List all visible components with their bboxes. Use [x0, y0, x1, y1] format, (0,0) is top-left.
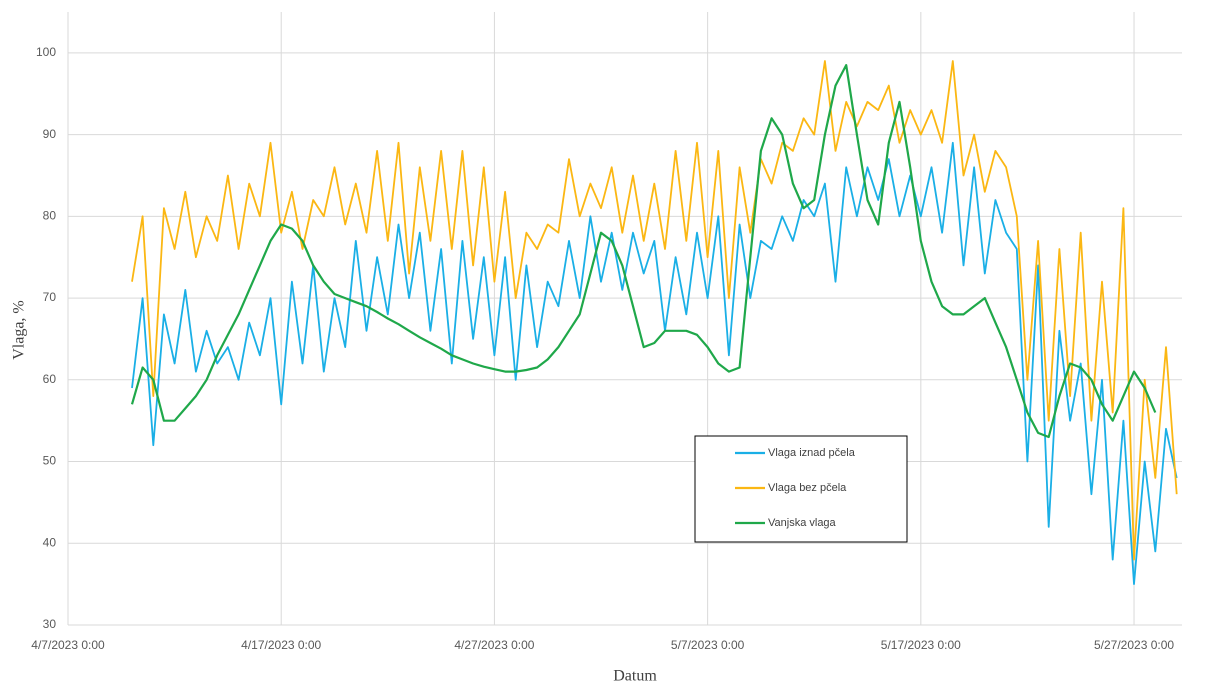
- series-line: [130, 63, 1157, 439]
- x-tick-label: 5/17/2023 0:00: [881, 638, 961, 652]
- y-tick-label: 90: [43, 127, 57, 141]
- legend-label: Vlaga iznad pčela: [768, 447, 856, 459]
- y-tick-label: 50: [43, 454, 57, 468]
- y-tick-label: 60: [43, 372, 57, 386]
- y-tick-label: 30: [43, 617, 57, 631]
- legend-label: Vanjska vlaga: [768, 517, 837, 529]
- x-axis-label: Datum: [613, 668, 657, 685]
- x-tick-label: 4/27/2023 0:00: [454, 638, 534, 652]
- x-tick-label: 5/27/2023 0:00: [1094, 638, 1174, 652]
- x-tick-label: 4/7/2023 0:00: [31, 638, 105, 652]
- y-tick-label: 100: [36, 45, 56, 59]
- x-tick-label: 4/17/2023 0:00: [241, 638, 321, 652]
- grid: [67, 12, 1182, 626]
- y-tick-label: 80: [43, 209, 57, 223]
- series-line: [131, 60, 1178, 561]
- legend-label: Vlaga bez pčela: [768, 482, 847, 494]
- y-tick-label: 70: [43, 290, 57, 304]
- y-tick-label: 40: [43, 535, 57, 549]
- x-tick-label: 5/7/2023 0:00: [671, 638, 745, 652]
- y-axis-label: Vlaga, %: [11, 300, 28, 360]
- series-line: [131, 141, 1178, 585]
- legend-box: [694, 435, 908, 543]
